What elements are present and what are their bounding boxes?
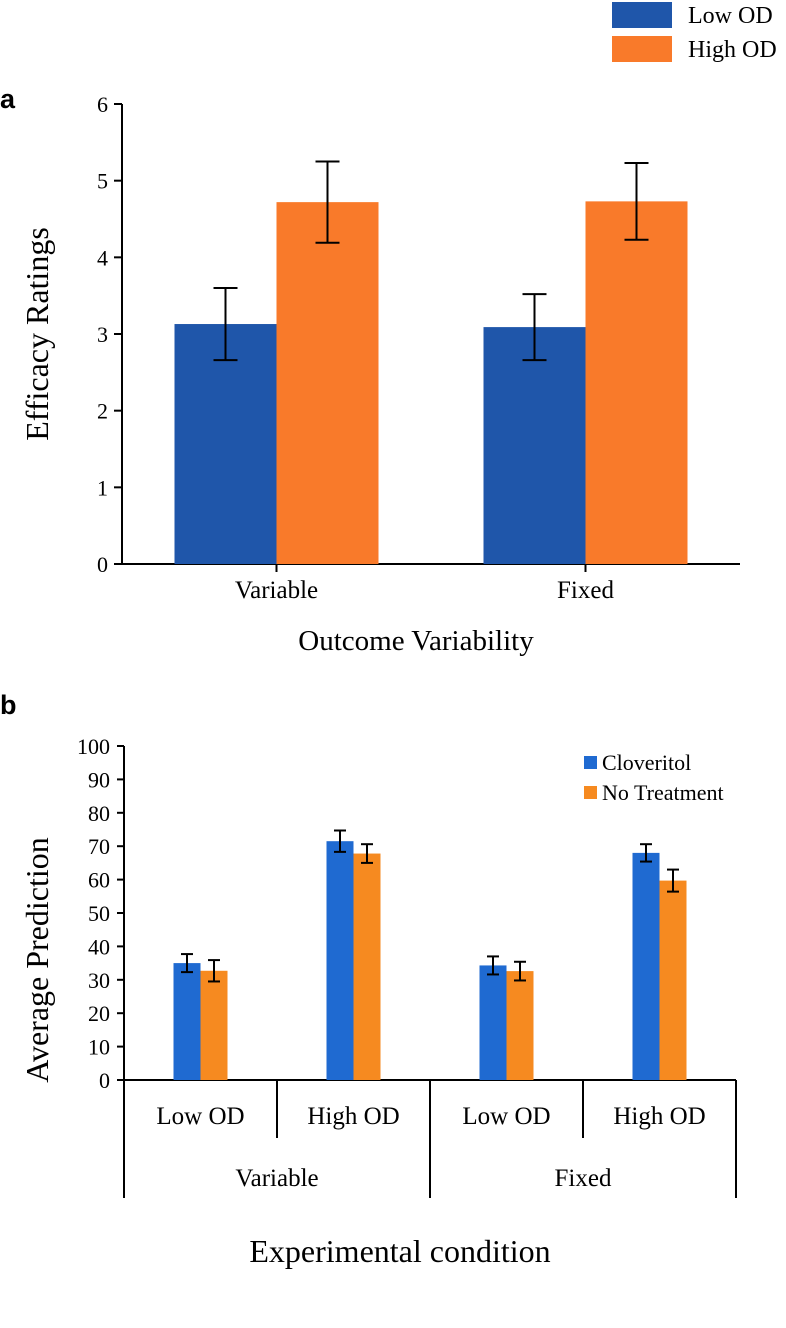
x-tick-label: High OD [613,1103,705,1130]
legend-label-1: High OD [688,37,777,63]
bar-cloveritol [173,963,201,1080]
legend-swatch-1 [612,36,672,62]
bar-no-treatment [659,880,687,1080]
panel-b: b Cloveritol No Treatment 0 10 20 30 40 50 60 70 80… [0,690,737,1269]
y-tick-label: 3 [97,322,108,347]
bar-low-od-fixed [483,327,586,564]
group-label: Variable [235,1165,318,1192]
panel-label-b: b [0,690,17,720]
y-tick-label: 2 [97,399,108,424]
y-tick-label: 20 [88,1001,110,1026]
y-axis-title: Average Prediction [19,837,55,1083]
y-tick-label: 1 [97,475,108,500]
y-tick-label: 60 [88,868,110,893]
legend-label-1: No Treatment [602,780,724,805]
y-tick-label: 0 [97,552,108,577]
group-label: Fixed [555,1165,612,1192]
legend-swatch-0 [612,2,672,28]
bar-high-od-variable [276,202,379,564]
legend-label-0: Cloveritol [602,750,691,775]
x-tick-label: Fixed [557,577,614,604]
bar-cloveritol [479,965,507,1080]
y-tick-label: 50 [88,901,110,926]
bar-no-treatment [200,970,228,1080]
y-tick-label: 10 [88,1035,110,1060]
legend-swatch-1 [584,786,597,799]
y-tick-label: 4 [97,245,108,270]
y-tick-label: 0 [99,1068,110,1093]
bar-low-od-variable [174,324,277,564]
bar-cloveritol [326,841,354,1080]
y-tick-label: 90 [88,767,110,792]
x-tick-label: Low OD [156,1103,244,1130]
x-axis-title: Outcome Variability [298,625,534,657]
x-tick-label: High OD [307,1103,399,1130]
bar-no-treatment [353,853,381,1080]
y-tick-label: 100 [77,734,110,759]
panel-a: a Low OD High OD 0 1 2 3 4 5 6 Variable Fixed Outcom… [0,2,777,657]
y-tick-label: 40 [88,934,110,959]
legend-swatch-0 [584,756,597,769]
y-tick-label: 70 [88,834,110,859]
y-tick-label: 5 [97,169,108,194]
y-tick-label: 80 [88,801,110,826]
legend-label-0: Low OD [688,3,773,29]
x-axis-title: Experimental condition [249,1233,550,1269]
y-tick-label: 6 [97,92,108,117]
bar-cloveritol [632,852,660,1080]
bar-no-treatment [506,971,534,1080]
y-tick-label: 30 [88,968,110,993]
panel-label-a: a [0,84,16,114]
x-tick-label: Low OD [462,1103,550,1130]
x-tick-label: Variable [235,577,318,604]
bar-high-od-fixed [585,201,688,564]
y-axis-title: Efficacy Ratings [19,227,55,441]
